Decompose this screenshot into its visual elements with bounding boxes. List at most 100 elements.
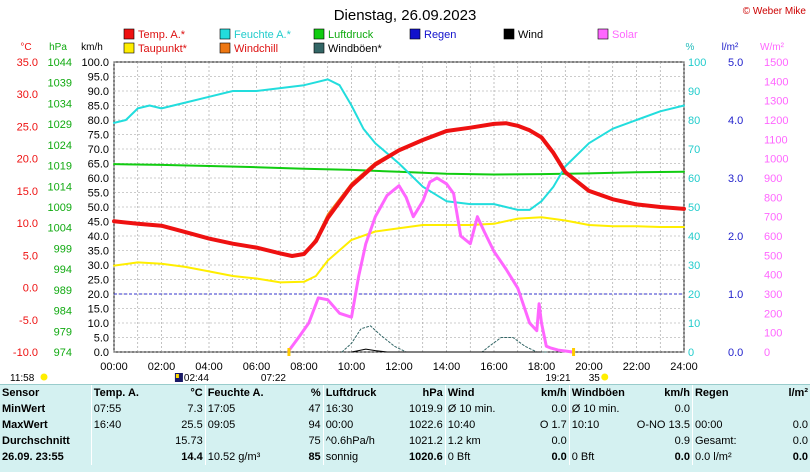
- stats-row-avg: Durchschnitt 15.73 75 ^0.6hPa/h 1021.2 1…: [0, 433, 810, 449]
- wind-tick-label: 65.0: [88, 159, 109, 171]
- stats-cell: 15.73: [150, 433, 205, 449]
- stats-cell: 0.0: [512, 449, 569, 465]
- humidity-tick-label: 0: [688, 347, 694, 359]
- stats-row-current: 26.09. 23:55 14.4 10.52 g/m³ 85 sonnig 1…: [0, 449, 810, 465]
- wind-tick-label: 75.0: [88, 130, 109, 142]
- humidity-tick-label: 30: [688, 260, 700, 272]
- solar-tick-label: 0: [764, 347, 770, 359]
- day-length-label: 11:58: [10, 373, 35, 384]
- stats-cell: 75: [280, 433, 323, 449]
- legend-swatch: [504, 29, 514, 39]
- legend-label: Taupunkt*: [138, 43, 188, 55]
- x-tick-label: 00:00: [100, 361, 128, 373]
- solar-tick-label: 100: [764, 328, 782, 340]
- pressure-tick-label: 1024: [48, 140, 72, 152]
- stats-row-label: MaxWert: [0, 417, 91, 433]
- stats-cell: 0.0: [512, 401, 569, 417]
- pressure-tick-label: 989: [54, 285, 72, 297]
- stats-cell: sonnig: [323, 449, 394, 465]
- solar-tick-label: 800: [764, 192, 782, 204]
- stats-cell: 94: [280, 417, 323, 433]
- rain-unit-label: l/m²: [722, 42, 739, 53]
- wind-tick-label: 100.0: [81, 57, 109, 69]
- stats-header-rain-unit: l/m²: [758, 385, 810, 401]
- wind-tick-label: 55.0: [88, 188, 109, 200]
- pressure-tick-label: 979: [54, 326, 72, 338]
- stats-cell: 00:00: [323, 417, 394, 433]
- pressure-tick-label: 1034: [48, 98, 72, 110]
- sun-icon: [601, 374, 608, 381]
- stats-cell: 10.52 g/m³: [205, 449, 280, 465]
- stats-cell: 1022.6: [394, 417, 445, 433]
- stats-cell: 7.3: [150, 401, 205, 417]
- wind-tick-label: 15.0: [88, 304, 109, 316]
- legend-label: Temp. A.*: [138, 29, 186, 41]
- stats-cell: [91, 449, 150, 465]
- temp-tick-label: 25.0: [17, 121, 38, 133]
- stats-cell: 09:05: [205, 417, 280, 433]
- stats-header-press-unit: hPa: [394, 385, 445, 401]
- rain-tick-label: 5.0: [728, 57, 743, 69]
- rain-tick-label: 3.0: [728, 173, 743, 185]
- x-tick-label: 04:00: [195, 361, 223, 373]
- temp-tick-label: 15.0: [17, 186, 38, 198]
- stats-cell: 0 Bft: [445, 449, 512, 465]
- temp-tick-label: 30.0: [17, 89, 38, 101]
- stats-cell: 0 Bft: [569, 449, 634, 465]
- stats-row-label: 26.09. 23:55: [0, 449, 91, 465]
- humidity-tick-label: 90: [688, 86, 700, 98]
- humidity-tick-label: 10: [688, 318, 700, 330]
- sunset-label: 19:21: [546, 373, 571, 384]
- stats-header-wind: Wind: [445, 385, 512, 401]
- solar-tick-label: 600: [764, 231, 782, 243]
- stats-cell: 00:00: [692, 417, 757, 433]
- stats-header-wind-unit: km/h: [512, 385, 569, 401]
- solar-tick-label: 1200: [764, 115, 788, 127]
- copyright-label: © Weber Mike: [743, 6, 807, 17]
- stats-header-gust: Windböen: [569, 385, 634, 401]
- stats-cell: 25.5: [150, 417, 205, 433]
- wind-tick-label: 30.0: [88, 260, 109, 272]
- stats-cell: [569, 433, 634, 449]
- x-tick-label: 10:00: [338, 361, 366, 373]
- stats-cell: 0.0: [634, 449, 692, 465]
- rain-tick-label: 1.0: [728, 289, 743, 301]
- legend-label: Windböen*: [328, 43, 383, 55]
- legend-swatch: [124, 29, 134, 39]
- stats-cell: 0.0 l/m²: [692, 449, 757, 465]
- wind-tick-label: 50.0: [88, 202, 109, 214]
- weather-chart: Dienstag, 26.09.2023 © Weber Mike Temp. …: [0, 0, 810, 384]
- stats-cell: 0.0: [758, 449, 810, 465]
- statistics-panel: Sensor Temp. A. °C Feuchte A. % Luftdruc…: [0, 384, 810, 472]
- moon-icon-highlight: [176, 374, 179, 378]
- stats-cell: Ø 10 min.: [445, 401, 512, 417]
- x-tick-label: 14:00: [433, 361, 461, 373]
- stats-cell: 0.0: [634, 401, 692, 417]
- legend-swatch: [314, 29, 324, 39]
- solar-tick-label: 1000: [764, 154, 788, 166]
- humidity-tick-label: 60: [688, 173, 700, 185]
- wind-tick-label: 20.0: [88, 289, 109, 301]
- x-tick-label: 08:00: [290, 361, 318, 373]
- wind-tick-label: 45.0: [88, 217, 109, 229]
- stats-cell: 10:40: [445, 417, 512, 433]
- temp-unit-label: °C: [20, 42, 31, 53]
- wind-tick-label: 25.0: [88, 275, 109, 287]
- stats-cell: O-NO 13.5: [634, 417, 692, 433]
- moon-phase-label: 35: [589, 373, 601, 384]
- legend-label: Regen: [424, 29, 456, 41]
- stats-cell: 1019.9: [394, 401, 445, 417]
- wind-tick-label: 5.0: [94, 333, 109, 345]
- pressure-tick-label: 984: [54, 306, 72, 318]
- temp-tick-label: 5.0: [23, 250, 38, 262]
- pressure-tick-label: 1039: [48, 78, 72, 90]
- wind-tick-label: 70.0: [88, 144, 109, 156]
- solar-tick-label: 500: [764, 250, 782, 262]
- stats-row-label: MinWert: [0, 401, 91, 417]
- wind-tick-label: 90.0: [88, 86, 109, 98]
- solar-unit-label: W/m²: [760, 42, 785, 53]
- wind-tick-label: 60.0: [88, 173, 109, 185]
- stats-header-temp-unit: °C: [150, 385, 205, 401]
- wind-unit-label: km/h: [81, 42, 103, 53]
